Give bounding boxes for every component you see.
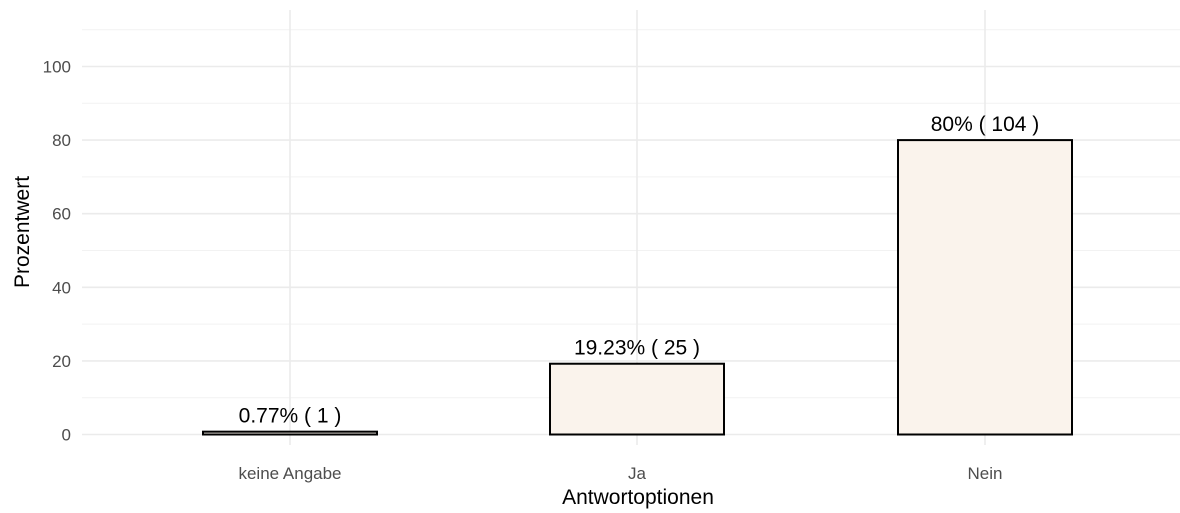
y-axis-title: Prozentwert xyxy=(11,176,34,288)
bar-data-label: 80% ( 104 ) xyxy=(931,113,1040,136)
y-tick-label: 0 xyxy=(62,426,71,445)
y-tick-label: 40 xyxy=(52,278,71,297)
x-tick-label: Ja xyxy=(628,464,647,483)
bar xyxy=(202,430,378,436)
bar xyxy=(549,362,725,436)
bar-data-label: 19.23% ( 25 ) xyxy=(574,337,700,360)
bar xyxy=(897,139,1073,436)
y-tick-label: 60 xyxy=(52,205,71,224)
y-tick-label: 20 xyxy=(52,352,71,371)
x-tick-label: keine Angabe xyxy=(238,464,341,483)
x-axis-title: Antwortoptionen xyxy=(562,486,714,509)
x-tick-labels: keine Angabe Ja Nein xyxy=(238,464,1002,483)
y-tick-label: 80 xyxy=(52,131,71,150)
y-tick-labels: 0 20 40 60 80 100 xyxy=(43,58,71,445)
x-tick-label: Nein xyxy=(968,464,1003,483)
y-tick-label: 100 xyxy=(43,58,71,77)
bar-labels: 0.77% ( 1 ) 19.23% ( 25 ) 80% ( 104 ) xyxy=(239,113,1040,428)
bars xyxy=(202,139,1073,436)
bar-data-label: 0.77% ( 1 ) xyxy=(239,405,342,428)
